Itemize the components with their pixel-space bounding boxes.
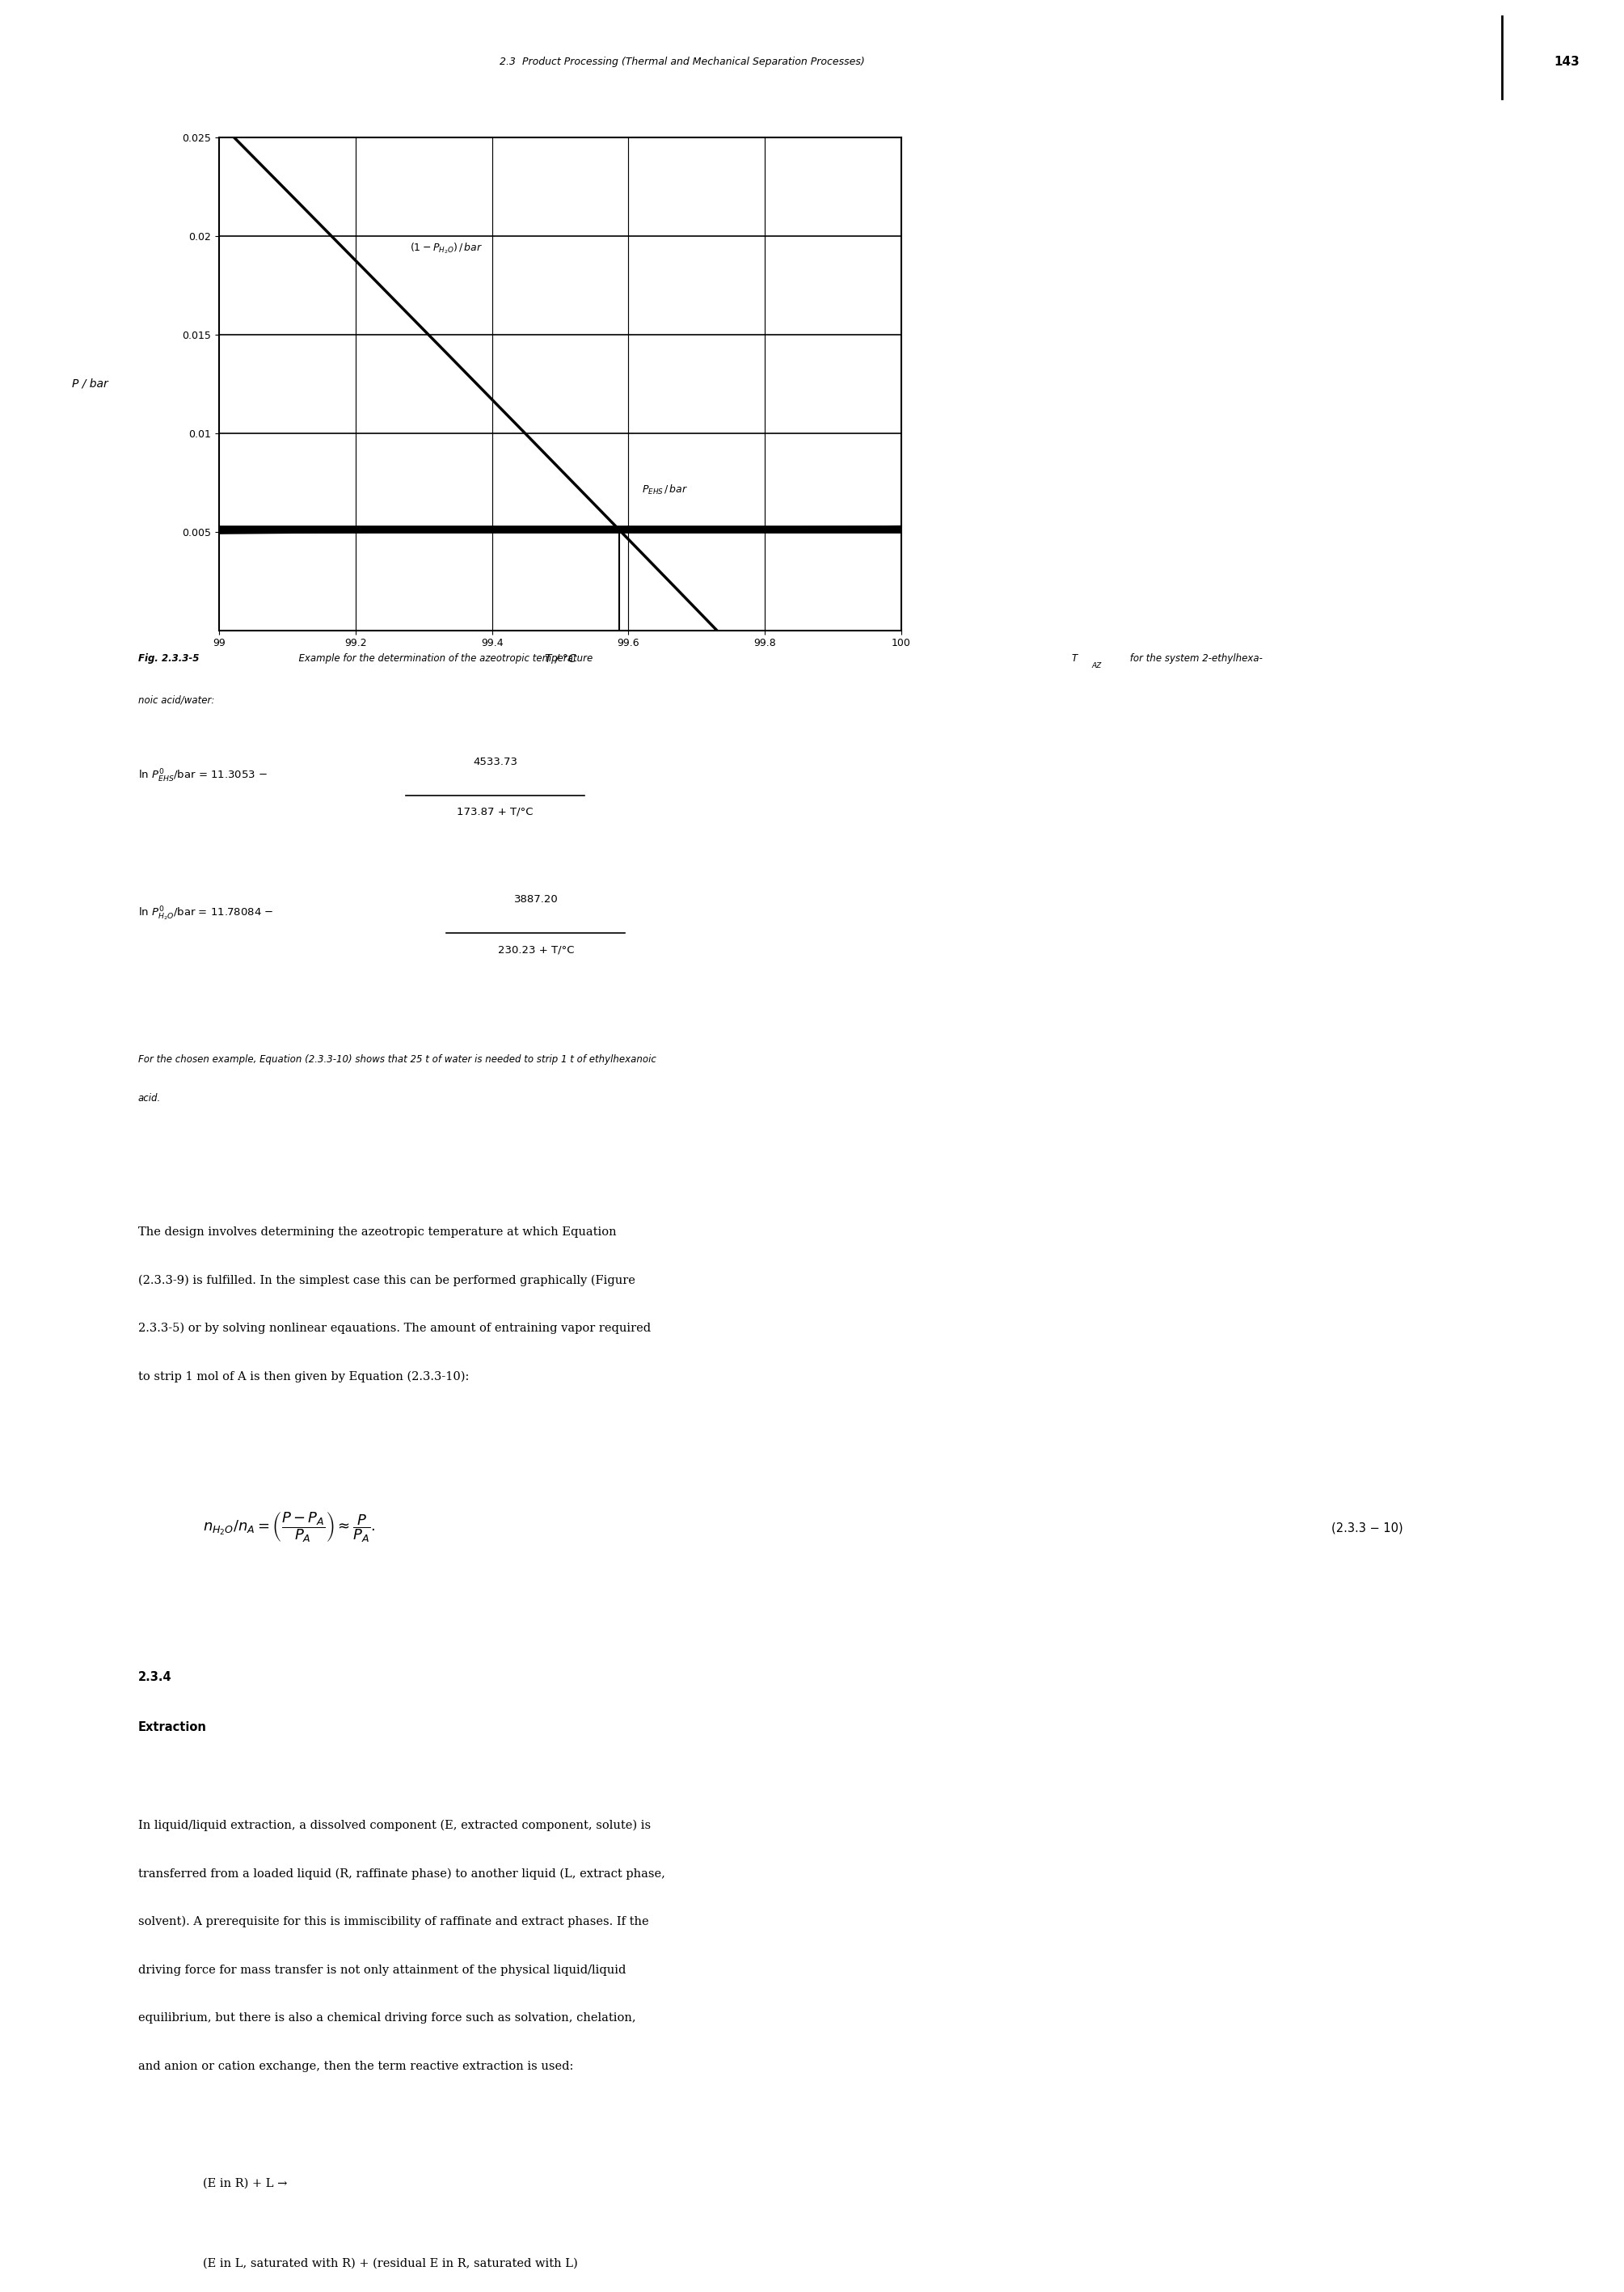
Text: 2.3  Product Processing (Thermal and Mechanical Separation Processes): 2.3 Product Processing (Thermal and Mech… <box>500 57 864 66</box>
Text: acid.: acid. <box>138 1093 161 1105</box>
Text: Extraction: Extraction <box>138 1721 206 1733</box>
Text: 143: 143 <box>1554 55 1580 69</box>
Text: for the system 2-ethylhexa-: for the system 2-ethylhexa- <box>1127 653 1263 665</box>
Text: P / bar: P / bar <box>71 378 107 390</box>
Text: (E in R) + L →: (E in R) + L → <box>203 2177 287 2189</box>
Text: 3887.20: 3887.20 <box>513 894 559 905</box>
Text: AZ: AZ <box>1091 662 1101 669</box>
Text: In liquid/liquid extraction, a dissolved component (E, extracted component, solu: In liquid/liquid extraction, a dissolved… <box>138 1820 651 1831</box>
Text: ln $P^0_{H_2O}$/bar = 11.78084 $-$: ln $P^0_{H_2O}$/bar = 11.78084 $-$ <box>138 905 273 924</box>
Text: $n_{H_2O}/n_A = \left(\dfrac{P-P_A}{P_A}\right) \approx \dfrac{P}{P_A}.$: $n_{H_2O}/n_A = \left(\dfrac{P-P_A}{P_A}… <box>203 1510 375 1545</box>
Text: 230.23 + T/°C: 230.23 + T/°C <box>497 944 575 956</box>
Text: 2.3.4: 2.3.4 <box>138 1671 172 1682</box>
Text: 4533.73: 4533.73 <box>473 756 518 768</box>
Text: driving force for mass transfer is not only attainment of the physical liquid/li: driving force for mass transfer is not o… <box>138 1964 625 1976</box>
Text: Example for the determination of the azeotropic temperature: Example for the determination of the aze… <box>292 653 596 665</box>
Text: $P_{EHS}\,/\,bar$: $P_{EHS}\,/\,bar$ <box>641 484 689 497</box>
Text: and anion or cation exchange, then the term reactive extraction is used:: and anion or cation exchange, then the t… <box>138 2061 573 2072</box>
Text: (2.3.3 − 10): (2.3.3 − 10) <box>1332 1522 1403 1533</box>
Text: $(1 - P_{H_2O})\,/\,bar$: $(1 - P_{H_2O})\,/\,bar$ <box>411 241 482 257</box>
Text: T: T <box>1072 653 1078 665</box>
Text: 173.87 + T/°C: 173.87 + T/°C <box>456 807 534 818</box>
X-axis label: T / °C: T / °C <box>544 653 577 665</box>
Text: to strip 1 mol of A is then given by Equation (2.3.3-10):: to strip 1 mol of A is then given by Equ… <box>138 1371 469 1382</box>
Text: equilibrium, but there is also a chemical driving force such as solvation, chela: equilibrium, but there is also a chemica… <box>138 2012 635 2024</box>
Text: Fig. 2.3.3-5: Fig. 2.3.3-5 <box>138 653 200 665</box>
Text: (E in L, saturated with R) + (residual E in R, saturated with L): (E in L, saturated with R) + (residual E… <box>203 2258 578 2269</box>
Text: solvent). A prerequisite for this is immiscibility of raffinate and extract phas: solvent). A prerequisite for this is imm… <box>138 1916 648 1928</box>
Text: The design involves determining the azeotropic temperature at which Equation: The design involves determining the azeo… <box>138 1226 615 1238</box>
Text: (2.3.3-9) is fulfilled. In the simplest case this can be performed graphically (: (2.3.3-9) is fulfilled. In the simplest … <box>138 1274 635 1286</box>
Text: noic acid/water:: noic acid/water: <box>138 694 214 706</box>
Text: For the chosen example, Equation (2.3.3-10) shows that 25 t of water is needed t: For the chosen example, Equation (2.3.3-… <box>138 1054 656 1066</box>
Text: ln $P^0_{EHS}$/bar = 11.3053 $-$: ln $P^0_{EHS}$/bar = 11.3053 $-$ <box>138 768 268 784</box>
Text: transferred from a loaded liquid (R, raffinate phase) to another liquid (L, extr: transferred from a loaded liquid (R, raf… <box>138 1868 664 1879</box>
Text: 2.3.3-5) or by solving nonlinear eqauations. The amount of entraining vapor requ: 2.3.3-5) or by solving nonlinear eqauati… <box>138 1322 651 1334</box>
